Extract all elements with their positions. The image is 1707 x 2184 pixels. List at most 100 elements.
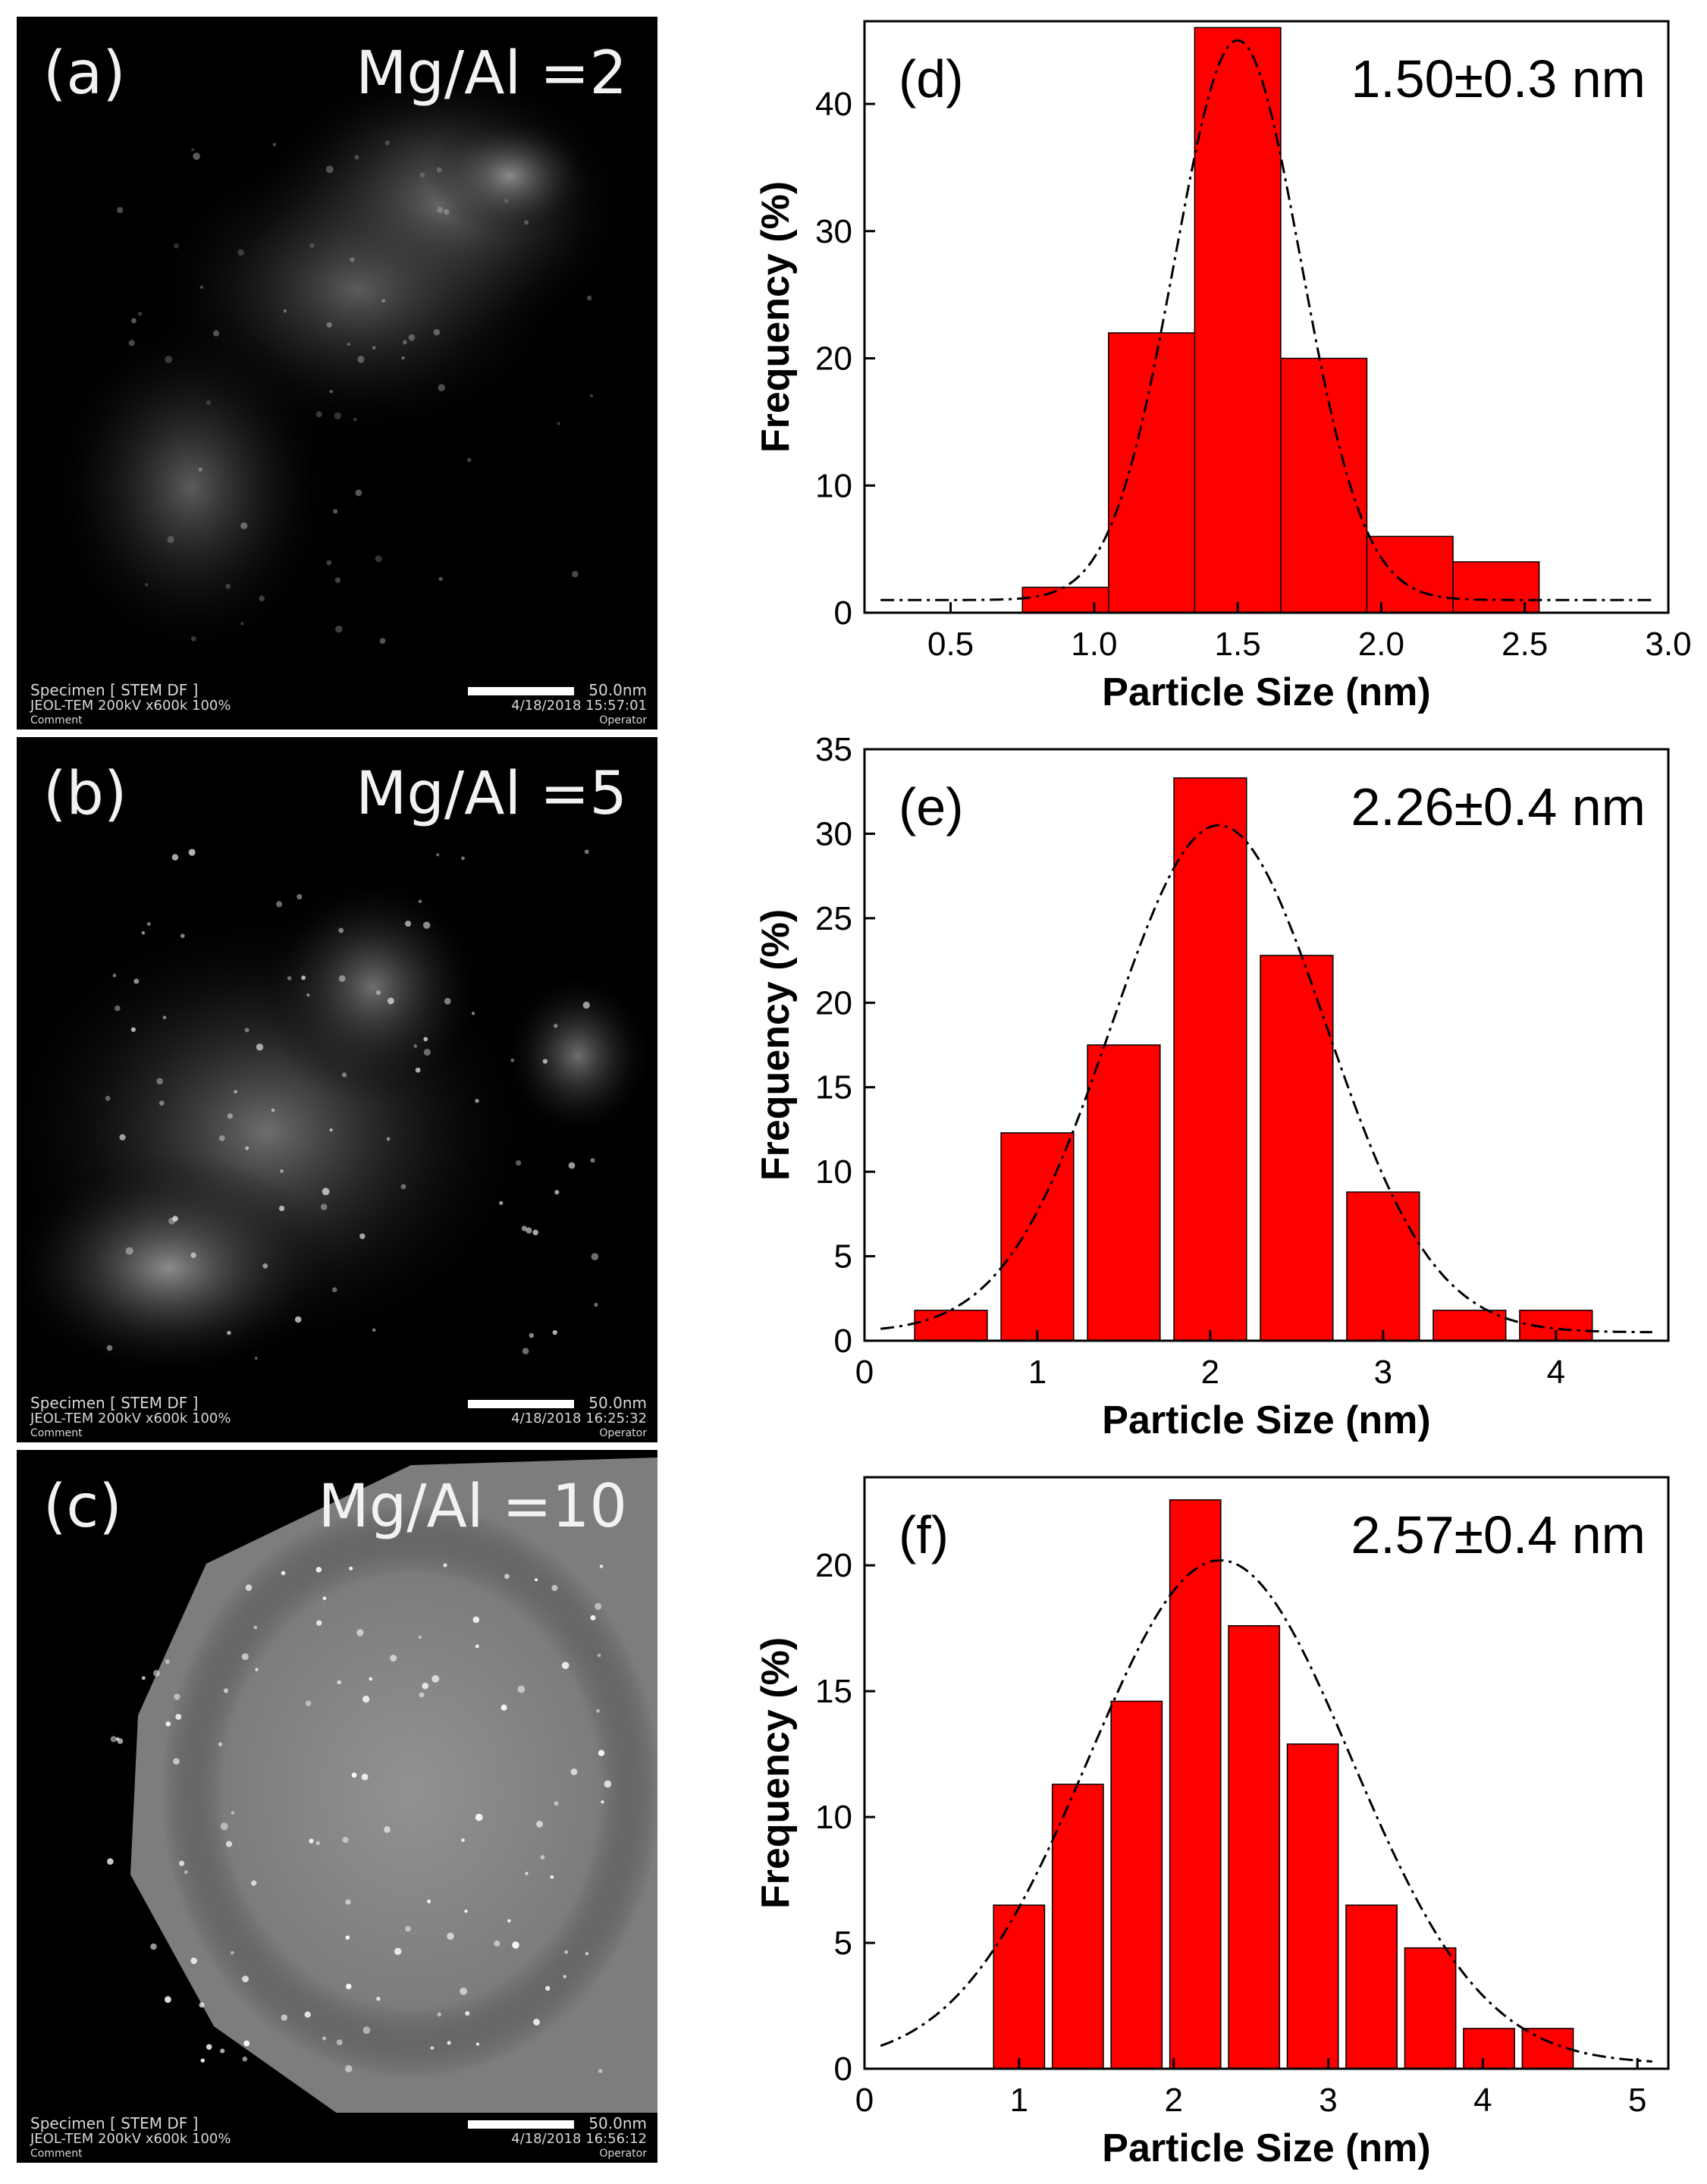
y-axis-label: Frequency (%) (754, 181, 798, 453)
stem-image-a (47, 62, 631, 661)
nanoparticle-dot (119, 1134, 126, 1141)
nanoparticle-dot (379, 638, 386, 645)
y-tick-label: 10 (815, 1799, 852, 1836)
instrument-text: JEOL-TEM 200kV x600k 100% (30, 2131, 231, 2147)
nanoparticle-dot (443, 1563, 447, 1567)
x-tick-label: 1 (1010, 2082, 1028, 2119)
ratio-label-a: Mg/Al =2 (356, 39, 627, 108)
datetime-text: 4/18/2018 15:57:01 (511, 698, 647, 714)
nanoparticle-dot (437, 206, 444, 213)
nanoparticle-dot (145, 582, 149, 587)
histogram-bar (1000, 1132, 1075, 1341)
nanoparticle-dot (315, 1567, 322, 1573)
nanoparticle-dot (361, 1773, 369, 1781)
nanoparticle-dot (585, 1951, 589, 1956)
size-annotation: 1.50±0.3 nm (1351, 49, 1646, 108)
nanoparticle-dot (384, 1826, 391, 1833)
nanoparticle-dot (131, 318, 136, 324)
nanoparticle-dot (272, 143, 277, 146)
instrument-text: JEOL-TEM 200kV x600k 100% (30, 1410, 231, 1426)
nanoparticle-dot (234, 1090, 237, 1094)
nanoparticle-dot (218, 1135, 225, 1141)
nanoparticle-dot (106, 1345, 113, 1351)
nanoparticle-dot (533, 2019, 540, 2026)
nanoparticle-dot (331, 1287, 337, 1293)
histogram-bar (1110, 1700, 1163, 2069)
nanoparticle-dot (466, 457, 472, 463)
histogram-bar (1521, 2028, 1574, 2069)
nanoparticle-dot (418, 899, 422, 903)
nanoparticle-dot (517, 1685, 526, 1693)
nanoparticle-dot (165, 1659, 170, 1665)
nanoparticle-dot (220, 1822, 228, 1831)
nanoparticle-dot (333, 509, 338, 514)
nanoparticle-dot (164, 1996, 171, 2004)
stem-panel-c: (c) Mg/Al =10 Specimen [ STEM DF ] JEOL-… (17, 1450, 657, 2163)
nanoparticle-dot (362, 2026, 371, 2035)
histogram-bar (1366, 535, 1454, 613)
stem-panel-a: (a) Mg/Al =2 Specimen [ STEM DF ] JEOL-T… (17, 17, 657, 730)
nanoparticle-dot (240, 522, 248, 529)
nanoparticle-dot (345, 1935, 350, 1940)
nanoparticle-dot (128, 340, 135, 347)
nanoparticle-dot (563, 1975, 566, 1978)
nanoparticle-dot (287, 976, 292, 981)
nanoparticle-dot (199, 285, 204, 289)
nanoparticle-dot (243, 2040, 250, 2047)
nanoparticle-dot (283, 309, 287, 313)
comment-text: Comment (30, 1427, 83, 1439)
nanoparticle-dot (355, 489, 362, 497)
stem-image-b (17, 849, 654, 1382)
nanoparticle-dot (278, 1205, 285, 1212)
nanoparticle-dot (500, 1704, 507, 1711)
nanoparticle-dot (534, 1578, 538, 1582)
nanoparticle-dot (172, 1216, 178, 1222)
nanoparticle-dot (320, 1203, 328, 1210)
nanoparticle-dot (345, 2065, 353, 2073)
nanoparticle-dot (306, 993, 310, 997)
nanoparticle-dot (461, 1838, 465, 1842)
nanoparticle-dot (475, 1813, 483, 1822)
x-tick-label: 1 (1028, 1354, 1046, 1391)
nanoparticle-dot (329, 390, 333, 394)
panel-label-a: (a) (43, 39, 126, 108)
operator-text: Operator (599, 714, 647, 726)
ratio-label-b: Mg/Al =5 (356, 760, 627, 828)
nanoparticle-dot (604, 1780, 612, 1788)
nanoparticle-dot (384, 140, 390, 146)
nanoparticle-dot (552, 1330, 557, 1335)
panel-label-c: (c) (43, 1473, 122, 1541)
x-tick-label: 0.5 (927, 626, 974, 663)
nanoparticle-dot (309, 1838, 314, 1844)
nanoparticle-dot (582, 1001, 590, 1009)
nanoparticle-dot (475, 1099, 479, 1103)
nanoparticle-dot (335, 625, 343, 633)
y-tick-label: 30 (815, 815, 852, 852)
stem-meta-c: Specimen [ STEM DF ] JEOL-TEM 200kV x600… (17, 2113, 657, 2163)
nanoparticle-dot (405, 921, 412, 927)
size-annotation: 2.57±0.4 nm (1351, 1505, 1646, 1564)
y-tick-label: 5 (834, 1925, 852, 1962)
histogram-bar (1173, 777, 1247, 1341)
nanoparticle-dot (110, 1736, 117, 1743)
comment-text: Comment (30, 714, 83, 726)
histogram-bar (1021, 586, 1109, 613)
datetime-text: 4/18/2018 16:56:12 (511, 2131, 647, 2147)
nanoparticle-dot (550, 1875, 554, 1879)
nanoparticle-dot (471, 1012, 475, 1015)
nanoparticle-dot (256, 1043, 264, 1051)
nanoparticle-dot (253, 1625, 258, 1630)
nanoparticle-dot (354, 155, 359, 160)
nanoparticle-dot (245, 1584, 253, 1591)
nanoparticle-dot (117, 206, 124, 214)
nanoparticle-dot (353, 417, 357, 422)
nanoparticle-dot (150, 1943, 157, 1950)
nanoparticle-dot (162, 1015, 167, 1020)
nanoparticle-dot (401, 356, 405, 360)
nanoparticle-dot (259, 595, 265, 602)
nanoparticle-dot (369, 1677, 373, 1681)
nanoparticle-dot (423, 1037, 428, 1042)
x-tick-label: 4 (1547, 1354, 1565, 1391)
nanoparticle-dot (226, 1840, 233, 1847)
y-tick-label: 30 (815, 213, 852, 250)
